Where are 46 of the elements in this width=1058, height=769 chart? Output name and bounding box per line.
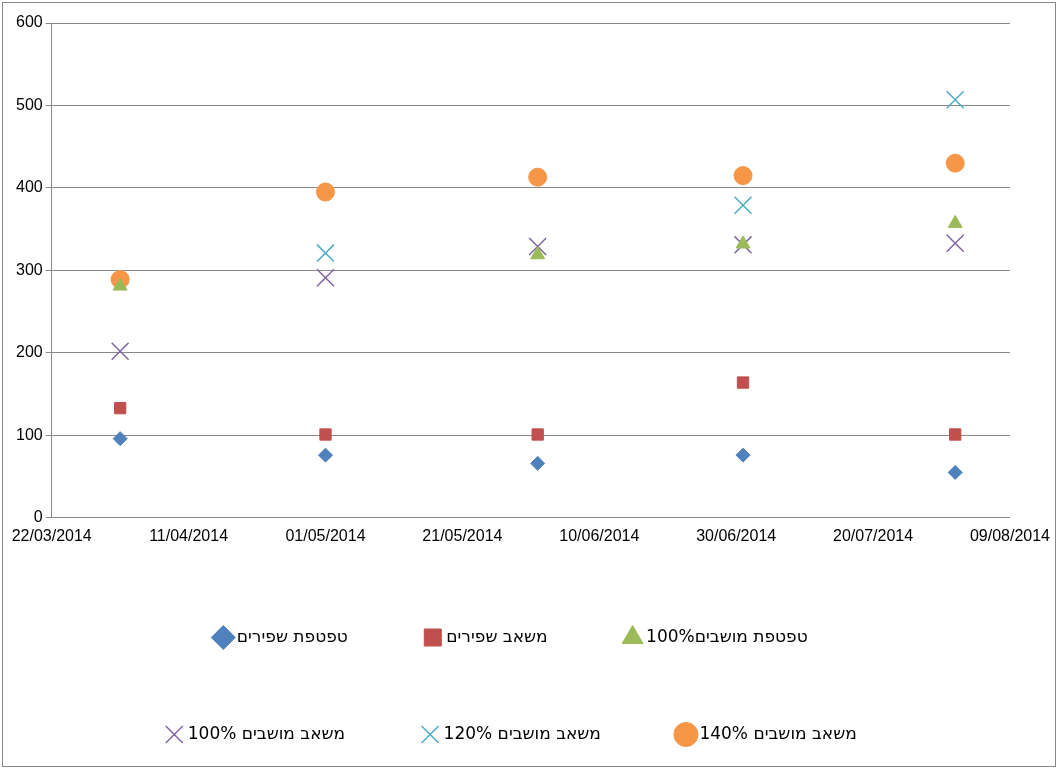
legend-label: משאב מושבים 120%: [443, 722, 601, 743]
point: [110, 341, 130, 361]
legend-label: טפטפת שפירים: [236, 625, 348, 646]
point: [945, 233, 965, 253]
y-tick-label: 0: [33, 508, 43, 526]
y-tick-label: 100: [15, 425, 43, 443]
legend-label: טפטפת מושבים100%: [646, 625, 808, 646]
point: [733, 235, 753, 255]
y-tick-label: 600: [15, 13, 43, 31]
x-tick-label: 11/04/2014: [149, 526, 229, 544]
point: [530, 455, 546, 471]
point: [315, 182, 335, 202]
y-tick-label: 400: [15, 178, 43, 196]
point: [733, 166, 753, 186]
point: [947, 464, 963, 480]
y-tick-label: 500: [15, 95, 43, 113]
x-tick-label: 30/06/2014: [696, 526, 777, 544]
point: [736, 376, 750, 389]
point: [317, 447, 333, 463]
point: [316, 243, 335, 263]
y-tick-label: 200: [15, 343, 43, 361]
point: [733, 196, 753, 215]
point: [528, 167, 548, 187]
point: [528, 237, 547, 256]
point: [531, 428, 544, 441]
point: [949, 428, 962, 441]
y-tick-label: 300: [15, 260, 43, 278]
x-tick-label: 21/05/2014: [422, 526, 503, 544]
x-tick-label: 20/07/2014: [833, 526, 914, 544]
point: [945, 90, 965, 109]
x-tick-label: 09/08/2014: [969, 526, 1051, 544]
point: [319, 428, 332, 441]
point: [316, 268, 335, 288]
point: [112, 431, 128, 447]
point: [735, 447, 751, 463]
x-tick-label: 01/05/2014: [285, 526, 366, 544]
point: [530, 246, 546, 260]
point: [945, 153, 965, 173]
point: [112, 277, 128, 291]
x-tick-label: 22/03/2014: [11, 526, 92, 544]
point: [113, 401, 127, 415]
x-tick-label: 10/06/2014: [559, 526, 640, 544]
legend-label: משאב מושבים 100%: [187, 722, 346, 743]
point: [735, 235, 751, 249]
legend-label: משאב מושבים 140%: [699, 722, 857, 743]
legend-label: משאב שפירים: [446, 625, 548, 646]
